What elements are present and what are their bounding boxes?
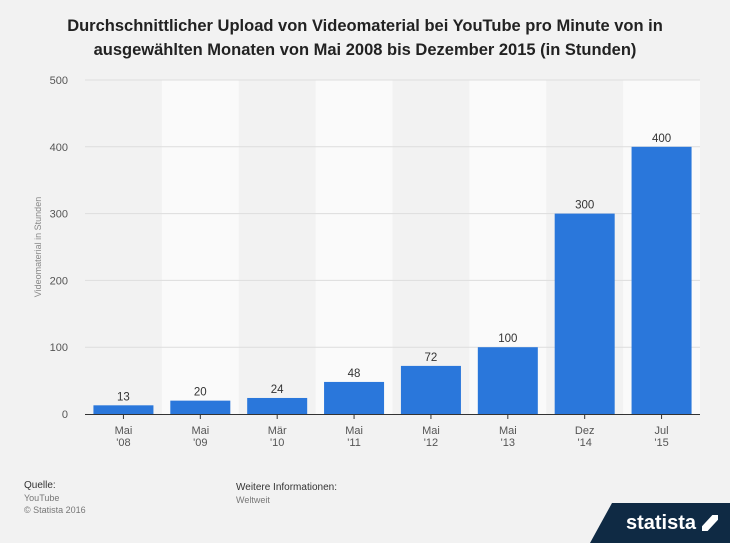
brand-name: statista [625,511,696,534]
x-tick-label: Jul [655,425,669,437]
x-tick-label: '12 [424,437,438,449]
bar [170,400,231,414]
statista-logo[interactable]: statista [590,503,730,543]
bar [93,405,154,414]
plot-band [315,80,393,414]
x-tick-label: '09 [193,437,207,449]
x-tick-label: Mai [422,425,440,437]
statista-logo-icon [702,515,718,531]
y-tick-label: 300 [50,209,68,221]
y-tick-label: 200 [50,275,68,287]
y-axis-label: Videomaterial in Stunden [33,197,43,297]
bar [324,381,385,414]
bar-value-label: 13 [117,391,130,403]
bar [477,347,538,414]
plot-band [161,80,239,414]
chart-title: Durchschnittlicher Upload von Videomater… [67,17,663,59]
x-tick-label: '10 [270,437,284,449]
y-tick-label: 500 [50,75,68,87]
bar-value-label: 20 [194,387,207,399]
copyright: © Statista 2016 [24,505,86,515]
y-tick-label: 400 [50,142,68,154]
source-name: YouTube [24,493,60,503]
x-tick-label: Mai [115,425,133,437]
x-tick-label: Dez [575,425,595,437]
x-tick-label: '13 [501,437,515,449]
bar [400,365,461,414]
x-tick-label: '14 [578,437,592,449]
info-value: Weltweit [236,495,270,505]
x-tick-label: '08 [116,437,130,449]
x-tick-label: '15 [654,437,668,449]
bar [631,146,692,415]
x-tick-label: Mai [345,425,363,437]
bar [247,397,308,414]
source-label: Quelle: [24,480,56,491]
bar-value-label: 300 [575,200,594,212]
bar-value-label: 72 [425,352,438,364]
bar-value-label: 48 [348,368,361,380]
source-block: Quelle: YouTube © Statista 2016 [24,480,86,516]
bar-value-label: 100 [498,333,517,345]
y-tick-label: 100 [50,342,68,354]
y-tick-label: 0 [62,409,68,421]
x-tick-label: Mär [268,425,287,437]
info-block: Weitere Informationen: Weltweit [236,482,337,506]
x-tick-label: Mai [191,425,209,437]
info-label: Weitere Informationen: [236,482,337,493]
bar [554,213,615,414]
bar-value-label: 24 [271,384,284,396]
bar-value-label: 400 [652,133,671,145]
x-tick-label: Mai [499,425,517,437]
x-tick-label: '11 [347,437,361,449]
